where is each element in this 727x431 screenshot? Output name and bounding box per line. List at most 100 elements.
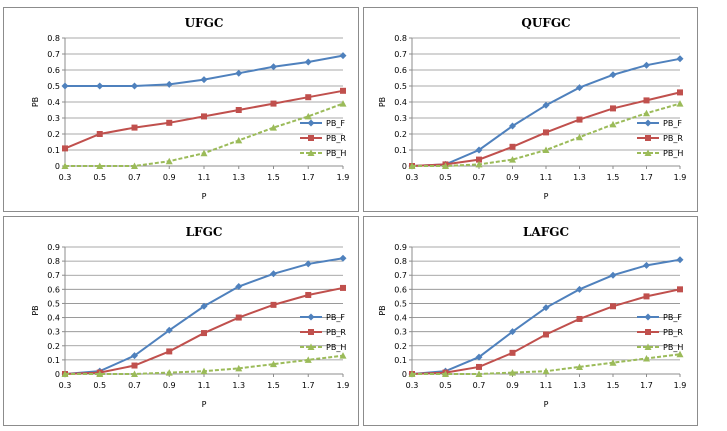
x-tick-label: 0.7 — [128, 173, 141, 182]
y-tick-label: 0.7 — [394, 50, 407, 59]
data-point — [235, 136, 243, 144]
chart-panel-1: UFGC 0 0.1 0.2 0.3 0.4 0.5 0.6 0.7 0.8 0.3 0.5 0.7 0.… — [3, 7, 359, 212]
x-tick-label: 0.5 — [93, 173, 106, 182]
data-point — [442, 370, 449, 377]
chart-title: UFGC — [185, 16, 224, 30]
legend-entry: PB_F — [300, 119, 345, 128]
y-tick-label: 0.6 — [47, 285, 60, 294]
data-point — [542, 304, 550, 312]
legend-label: PB_H — [663, 343, 683, 352]
data-point — [62, 145, 68, 152]
legend-label: PB_F — [326, 313, 345, 322]
data-point — [509, 369, 516, 376]
x-tick-label: 0.3 — [59, 173, 72, 182]
legend-label: PB_F — [663, 313, 682, 322]
data-point — [200, 76, 208, 84]
legend-entry: PB_H — [637, 149, 683, 158]
y-tick-label: 0.3 — [394, 328, 407, 337]
data-point — [676, 350, 684, 358]
y-tick-label: 0.3 — [394, 114, 407, 123]
data-point — [509, 156, 516, 163]
x-tick-label: 1.9 — [337, 381, 350, 390]
y-tick-label: 0.6 — [394, 66, 407, 75]
data-point — [200, 367, 208, 375]
y-axis-title: PB — [31, 305, 40, 315]
x-tick-label: 0.9 — [163, 173, 176, 182]
legend-swatch-marker — [644, 119, 652, 127]
data-point — [509, 328, 516, 336]
legend-swatch-marker — [308, 135, 314, 141]
data-point — [235, 364, 243, 372]
y-tick-label: 0.3 — [47, 328, 60, 337]
chart-title: LAFGC — [523, 225, 569, 239]
x-tick-label: 1.1 — [198, 381, 211, 390]
data-point — [676, 100, 684, 107]
x-tick-label: 0.9 — [506, 381, 519, 390]
data-point — [509, 349, 516, 356]
legend-entry: PB_R — [637, 134, 683, 143]
y-tick-label: 0.2 — [394, 342, 407, 351]
data-point — [270, 270, 277, 278]
y-tick-label: 0 — [402, 162, 407, 171]
y-tick-label: 0.5 — [47, 82, 60, 91]
x-tick-label: 1.7 — [302, 173, 315, 182]
legend-entry: PB_R — [300, 134, 346, 143]
x-tick-label: 1.5 — [267, 173, 280, 182]
legend-swatch-marker — [645, 135, 651, 141]
data-point — [61, 82, 69, 90]
data-point — [408, 370, 416, 377]
data-point — [96, 131, 103, 137]
legend-entry: PB_R — [637, 328, 683, 337]
legend-swatch-marker — [644, 149, 652, 156]
data-point — [576, 133, 583, 141]
legend-entry: PB_F — [637, 119, 682, 128]
data-point — [643, 293, 650, 300]
data-point — [131, 124, 138, 131]
data-point — [235, 107, 242, 113]
legend-label: PB_R — [326, 328, 346, 337]
y-tick-label: 0.1 — [394, 146, 407, 155]
data-point — [201, 113, 207, 120]
y-tick-label: 0 — [55, 162, 60, 171]
chart-panel-3: LFGC 0 0.1 0.2 0.3 0.4 0.5 0.6 0.7 0.8 0.9 0.3 0.5 0.… — [3, 216, 359, 426]
x-tick-label: 1.3 — [232, 381, 245, 390]
data-point — [676, 256, 684, 264]
legend-label: PB_H — [663, 149, 683, 158]
data-point — [476, 363, 482, 370]
x-tick-label: 1.9 — [674, 381, 687, 390]
data-point — [200, 302, 208, 310]
y-tick-label: 0 — [402, 370, 407, 379]
x-tick-label: 1.5 — [607, 173, 620, 182]
data-point — [610, 303, 616, 310]
data-point — [61, 370, 69, 377]
data-point — [408, 162, 416, 169]
data-point — [643, 354, 650, 362]
data-point — [165, 326, 173, 334]
y-tick-label: 0.2 — [394, 130, 407, 139]
x-tick-label: 1.7 — [640, 173, 653, 182]
y-tick-label: 0.9 — [394, 243, 407, 252]
y-tick-label: 0.4 — [394, 98, 407, 107]
y-tick-label: 0.8 — [47, 257, 60, 266]
y-tick-label: 0.2 — [47, 130, 60, 139]
y-tick-label: 0.5 — [394, 82, 407, 91]
data-point — [609, 271, 617, 279]
x-tick-label: 1.3 — [573, 381, 586, 390]
data-point — [304, 260, 312, 268]
series-pb-h — [61, 100, 347, 169]
data-point — [542, 101, 550, 109]
legend-swatch-marker — [307, 313, 315, 321]
data-point — [235, 283, 243, 291]
x-tick-label: 1.5 — [267, 381, 280, 390]
series-pb-h — [408, 350, 684, 377]
chart-panel-border — [3, 7, 359, 212]
x-tick-label: 1.1 — [540, 381, 553, 390]
y-tick-label: 0.1 — [394, 356, 407, 365]
y-axis-title: PB — [378, 97, 387, 107]
data-point — [340, 87, 346, 94]
series-pb-f — [408, 256, 684, 378]
x-tick-label: 1.3 — [573, 173, 586, 182]
series-pb-r — [62, 87, 346, 152]
y-tick-label: 0.4 — [394, 314, 407, 323]
data-point — [200, 149, 208, 157]
